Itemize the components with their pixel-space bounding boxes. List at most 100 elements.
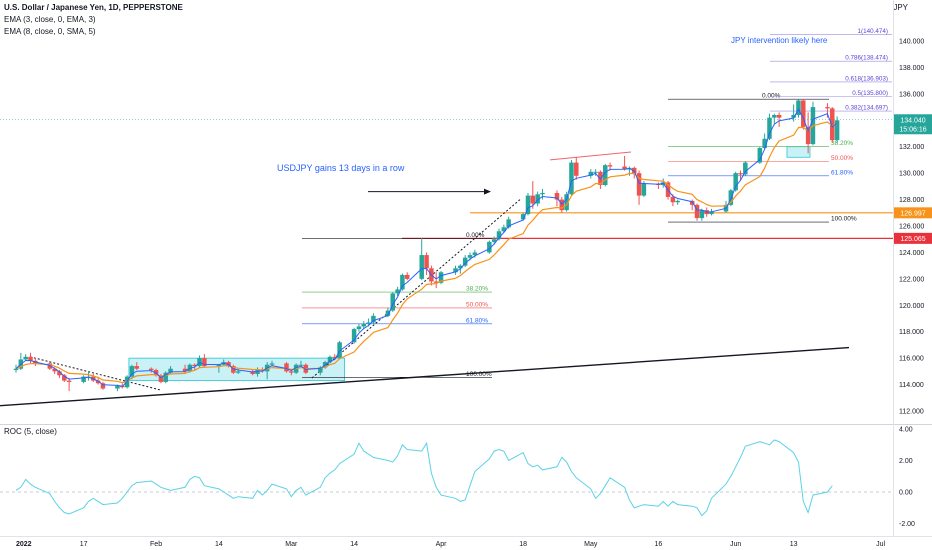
candle-body [540,192,545,195]
price-badge-timer: 15:06:16 [899,126,926,133]
ema3-line [15,108,838,387]
candle-body [255,370,260,374]
candle-body [202,358,207,367]
candle-body [501,227,507,232]
candle-body [57,371,62,376]
candle-body [796,100,801,115]
arrow-head [484,188,491,195]
x-tick-label: Jul [876,541,885,548]
ema8-line [15,121,838,384]
fib-level-label: 38.20% [831,140,853,147]
candle-body [554,192,560,200]
candle-body [424,255,429,269]
y-tick-label: 112.000 [899,409,924,416]
candle-body [738,173,743,175]
ema8-legend[interactable]: EMA (8, close, 0, SMA, 5) [4,27,96,36]
candle-body [559,199,565,211]
candle-body [467,255,473,258]
candle-body [148,368,154,371]
ema3-legend[interactable]: EMA (3, close, 0, EMA, 3) [4,15,96,24]
fib-level-label: 100.00% [466,371,492,378]
x-tick-label: 13 [790,541,798,548]
roc-tick-label: 0.00 [899,490,913,497]
candle-body [100,383,106,389]
y-tick-label: 128.000 [899,197,924,204]
candle-body [66,380,72,382]
roc-tick-label: 4.00 [899,427,913,434]
x-tick-label: 14 [350,541,358,548]
candle-body [289,371,294,373]
candle-body [327,356,333,363]
y-tick-label: 138.000 [899,65,924,72]
candle-body [332,356,338,359]
price-badge [894,114,932,135]
candle-body [603,165,608,186]
x-tick-label: May [584,541,598,548]
candle-body [593,171,598,173]
candle-body [675,200,680,203]
y-tick-label: 140.000 [899,39,924,46]
candle-body [564,194,569,211]
candle-body [491,239,497,242]
candle-body [506,219,511,228]
currency-label: JPY [893,3,908,12]
fib-level-label: 0.00% [762,93,781,100]
candle-body [525,195,531,215]
target-box [786,146,811,158]
price-badge [894,207,932,219]
candle-body [801,100,806,127]
candle-body [404,274,410,279]
candle-body [569,162,574,195]
x-tick-label: 2022 [16,541,32,548]
fib-ext-label: 0.786(138.474) [845,55,888,62]
x-tick-label: 14 [215,541,223,548]
roc-tick-label: 2.00 [899,458,913,465]
candle-body [400,274,405,290]
candle-body [129,366,135,377]
price-badge [894,232,932,244]
fib-level-label: 61.80% [831,169,853,176]
x-tick-label: Mar [285,541,298,548]
candle-body [694,204,700,219]
support-trendline [0,346,850,407]
y-tick-label: 120.000 [899,303,924,310]
candle-body [226,362,231,367]
candle-body [351,329,357,343]
candle-body [496,231,502,240]
fib-ext-label: 0.5(135.800) [852,90,888,97]
candle-body [356,326,362,330]
candle-body [366,322,371,324]
y-tick-label: 118.000 [899,329,924,336]
y-tick-label: 130.000 [899,171,924,178]
candle-body [834,120,840,141]
candle-body [284,363,289,372]
candle-body [776,115,782,118]
roc-legend[interactable]: ROC (5, close) [4,427,57,436]
candle-body [607,165,613,167]
y-tick-label: 132.000 [899,144,924,151]
candle-body [52,368,57,372]
candle-body [216,364,222,367]
candle-body [772,115,777,118]
candle-body [641,183,647,196]
y-tick-label: 136.000 [899,91,924,98]
candle-body [433,281,439,283]
fib-level-label: 0.00% [466,232,485,239]
candle-body [699,210,705,219]
roc-line [15,439,833,517]
candle-body [830,108,835,141]
candle-body [385,310,391,316]
x-tick-label: Jun [730,541,741,548]
candle-body [95,380,101,384]
fib-level-label: 61.80% [466,317,488,324]
price-badge-label: 125.065 [900,236,925,243]
candle-body [115,385,120,389]
candle-body [182,368,188,372]
candle-body [250,371,255,374]
candle-body [757,148,763,163]
y-tick-label: 124.000 [899,250,924,257]
candle-body [670,196,676,203]
x-tick-label: Feb [150,541,162,548]
candle-body [47,363,53,369]
